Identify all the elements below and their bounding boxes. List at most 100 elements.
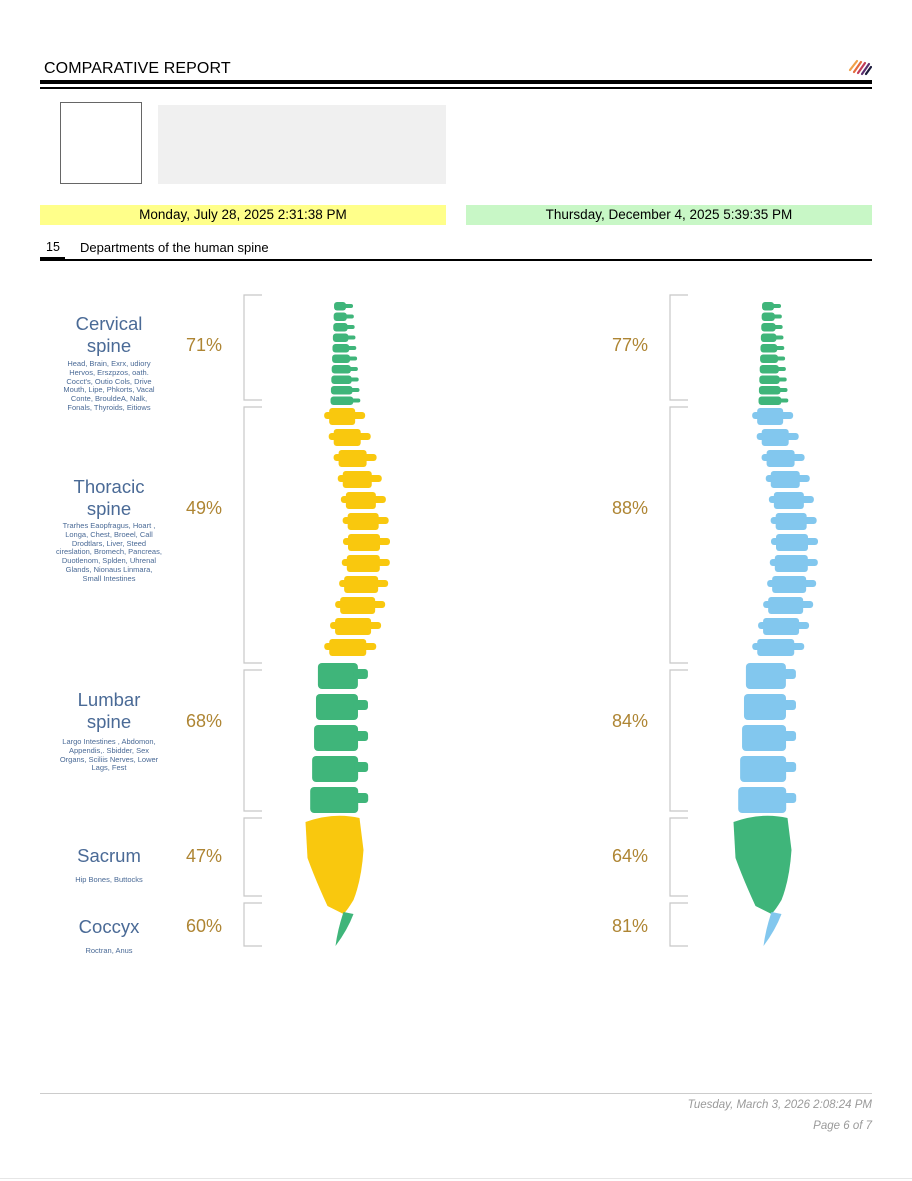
spine-left-cervical-process [343,304,354,308]
spine-left-cervical-process [345,335,356,340]
pct-right-sacrum: 64% [612,846,649,866]
spine-left-thoracic-facet [340,496,349,503]
region-bracket-left-sacrum [243,817,262,897]
spine-right-thoracic-vertebra [775,534,808,551]
spine-left-thoracic-facet [333,454,342,461]
spine-left-cervical-vertebra [332,333,349,342]
spine-right-lumbar-process [781,700,796,710]
spine-right-thoracic-process [779,412,794,419]
pct-left-lumbar: 68% [186,711,223,731]
spine-right-cervical-process [774,346,785,350]
spine-left-coccyx [335,912,354,946]
spine-right-lumbar-vertebra [740,756,787,782]
region-title-sacrum: Sacrum [77,845,141,866]
spine-left-thoracic-process [362,454,377,461]
region-desc-thoracic: Trarhes Eaopfragus, Hoart , Longa, Chest,… [56,521,162,583]
pct-left-cervical: 71% [186,335,223,355]
spine-right-coccyx [763,912,782,946]
spine-right-cervical-process [776,377,787,382]
spine-left-thoracic-facet [341,559,350,566]
spine-left-thoracic-vertebra [329,408,356,425]
spine-left-cervical-vertebra [331,365,351,374]
spine-left-cervical-process [347,367,358,371]
spine-right-sacrum [733,815,792,914]
footer-date: Tuesday, March 3, 2026 2:08:24 PM [687,1099,872,1111]
spine-right-thoracic-facet [770,538,779,545]
spine-left-thoracic-vertebra [342,471,372,488]
spine-left-cervical-vertebra [334,302,347,311]
date-right-banner: Thursday, December 4, 2025 5:39:35 PM [466,205,872,225]
pct-left-coccyx: 60% [186,916,223,936]
spine-right-thoracic-vertebra [772,576,807,593]
spine-right-thoracic-facet [769,559,778,566]
spine-left-thoracic-vertebra [346,555,380,572]
spine-right-thoracic-process [803,559,818,566]
spine-right-thoracic-process [799,601,814,608]
spine-left-thoracic-facet [342,538,351,545]
spine-right-lumbar-process [782,762,797,772]
spine-right-cervical-vertebra [760,333,777,342]
spine-right-thoracic-facet [758,622,767,629]
spine-right-cervical-process [772,325,783,329]
spine-right-thoracic-process [803,538,818,545]
spine-left-cervical-vertebra [330,396,354,405]
spine-right-cervical-vertebra [761,312,775,321]
spine-right-thoracic-vertebra [768,597,804,614]
footer-page-number: Page 6 of 7 [813,1120,872,1132]
header-rule-thin [40,87,872,89]
spine-left-cervical-process [348,377,359,382]
spine-right-thoracic-process [802,517,817,524]
pct-right-coccyx: 81% [612,916,649,936]
spine-left-cervical-process [347,356,358,361]
spine-left-thoracic-facet [328,433,337,440]
page-bottom-edge [0,1178,912,1179]
spine-right-cervical-process [775,367,786,371]
spine-left-thoracic-vertebra [347,534,380,551]
spine-left-cervical-process [343,314,354,319]
spine-left-cervical-process [350,398,361,403]
region-desc-cervical: Head, Brain, Exrx, udiory Hervos, Erszpzo… [63,359,155,412]
spine-right-thoracic-process [795,622,810,629]
spine-left-thoracic-vertebra [340,597,376,614]
patient-info-placeholder [158,105,446,184]
spine-left-thoracic-process [374,517,389,524]
pct-left-sacrum: 47% [186,846,223,866]
spine-left-thoracic-process [375,538,390,545]
spine-right-lumbar-vertebra [745,663,786,689]
spine-left-thoracic-process [351,412,366,419]
spine-left-thoracic-process [367,475,382,482]
region-bracket-left-coccyx [243,902,262,947]
spine-left-lumbar-vertebra [314,725,359,751]
spine-right-cervical-process [775,356,786,361]
spine-left-cervical-vertebra [333,323,348,332]
spine-right-lumbar-vertebra [743,694,786,720]
spine-right-thoracic-facet [767,580,776,587]
spine-right-thoracic-vertebra [766,450,795,467]
spine-right-cervical-vertebra [760,344,778,353]
region-desc-lumbar: Largo Intestines , Abdomon, Appendis,. Sb… [59,737,159,773]
spine-right-thoracic-vertebra [757,639,795,656]
region-bracket-right-coccyx [669,902,688,947]
spine-right-thoracic-process [799,496,814,503]
spine-right-thoracic-facet [763,601,772,608]
stripes-logo-icon [848,59,872,76]
spine-right-lumbar-vertebra [742,725,787,751]
region-title-coccyx: Coccyx [78,916,140,937]
spine-left-thoracic-facet [335,601,344,608]
spine-left-thoracic-process [371,496,386,503]
section-title: Departments of the human spine [80,240,269,255]
spine-left-thoracic-process [375,559,390,566]
spine-right-thoracic-process [784,433,799,440]
spine-right-lumbar-vertebra [738,787,787,813]
spine-right-thoracic-vertebra [770,471,800,488]
spine-left-lumbar-vertebra [310,787,359,813]
spine-right-thoracic-process [790,643,805,650]
spine-right-thoracic-facet [761,454,770,461]
spine-right-cervical-vertebra [760,354,779,363]
spine-left-thoracic-vertebra [335,618,372,635]
spine-left-thoracic-facet [324,643,333,650]
pct-right-lumbar: 84% [612,711,649,731]
region-desc-sacrum: Hip Bones, Buttocks [75,875,143,884]
spine-right-thoracic-facet [770,517,779,524]
spine-right-thoracic-process [795,475,810,482]
